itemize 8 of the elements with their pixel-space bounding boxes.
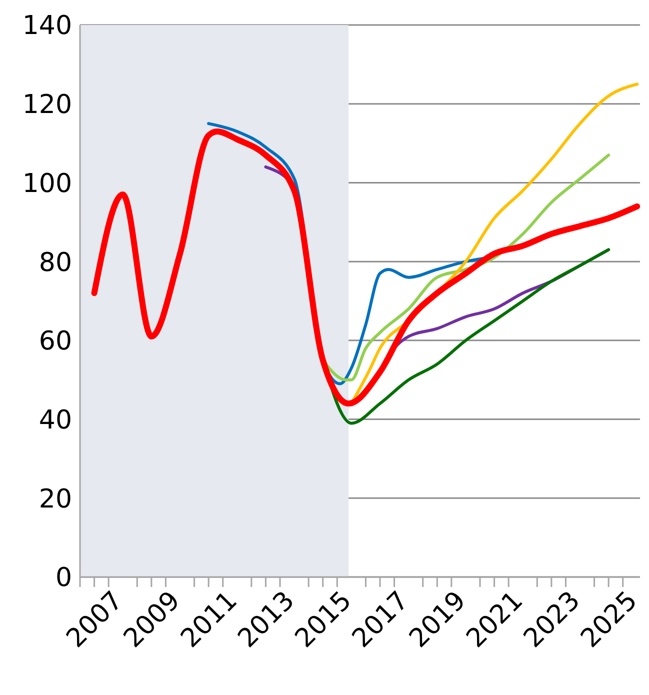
y-tick-label: 140: [22, 11, 72, 42]
y-tick-label: 100: [22, 168, 72, 199]
y-tick-label: 0: [55, 563, 72, 594]
y-tick-label: 20: [38, 484, 72, 514]
y-tick-label: 120: [22, 90, 72, 120]
y-tick-label: 80: [38, 248, 72, 278]
y-tick-label: 40: [38, 406, 72, 436]
y-tick-label: 60: [38, 326, 72, 357]
